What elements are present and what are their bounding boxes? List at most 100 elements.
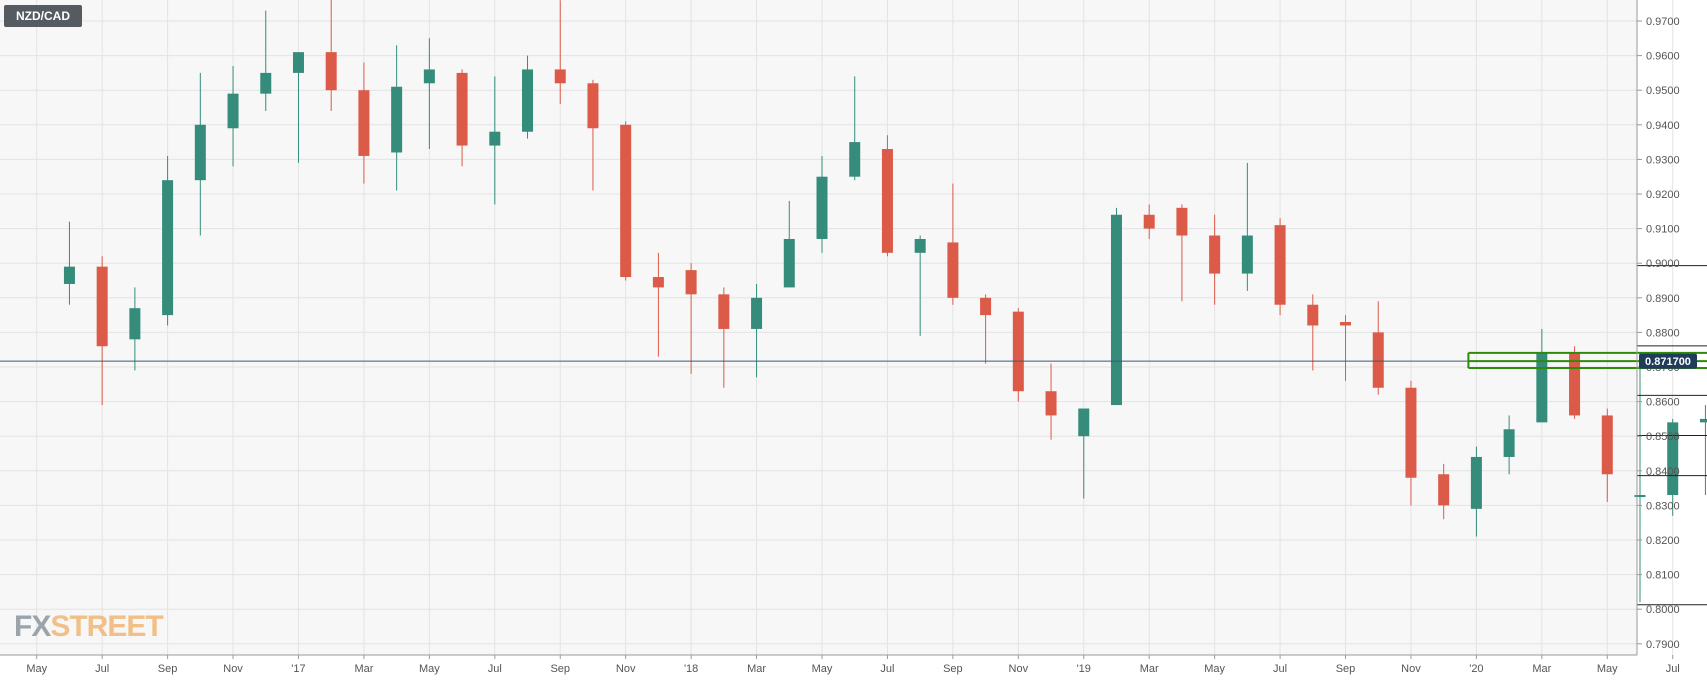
candle-body: [1699, 418, 1707, 423]
candle-body: [358, 90, 370, 156]
y-tick-label: 0.7900: [1646, 639, 1680, 651]
x-tick-label: '19: [1077, 663, 1091, 675]
candle-body: [194, 124, 206, 181]
candle-body: [1536, 353, 1548, 423]
y-tick-label: 0.9300: [1646, 154, 1680, 166]
candle-body: [914, 238, 926, 253]
candle-body: [1307, 304, 1319, 326]
x-tick-label: Sep: [1336, 663, 1356, 675]
x-tick-label: May: [812, 663, 833, 675]
candle-body: [554, 69, 566, 84]
x-tick-label: Nov: [223, 663, 243, 675]
y-tick-label: 0.8600: [1646, 397, 1680, 409]
symbol-badge: NZD/CAD: [4, 5, 82, 27]
candle-body: [260, 72, 272, 94]
x-tick-label: May: [1597, 663, 1618, 675]
x-tick-label: Mar: [354, 663, 373, 675]
candle-body: [292, 52, 304, 73]
y-tick-label: 0.8900: [1646, 293, 1680, 305]
y-tick-label: 0.9000: [1646, 258, 1680, 270]
candle-body: [423, 69, 435, 84]
candle-body: [1503, 429, 1515, 457]
candle-body: [1209, 235, 1221, 274]
x-tick-label: Jul: [1666, 663, 1680, 675]
candle-body: [1634, 495, 1646, 498]
candle-body: [1372, 332, 1384, 388]
candle-body: [1012, 311, 1024, 392]
x-tick-label: Nov: [1009, 663, 1029, 675]
x-tick-label: Jul: [1273, 663, 1287, 675]
y-tick-label: 0.8800: [1646, 327, 1680, 339]
y-tick-label: 0.9700: [1646, 16, 1680, 28]
candles-layer: [63, 0, 1707, 603]
candle-body: [489, 131, 501, 146]
candle-body: [1470, 456, 1482, 509]
candle-body: [783, 238, 795, 288]
current-price-label: 0.871700: [1645, 356, 1691, 368]
y-tick-label: 0.8500: [1646, 431, 1680, 443]
y-tick-label: 0.8300: [1646, 500, 1680, 512]
candle-body: [1078, 408, 1090, 437]
y-tick-label: 0.8100: [1646, 570, 1680, 582]
y-tick-label: 0.8200: [1646, 535, 1680, 547]
candle-body: [96, 266, 108, 347]
candle-body: [1438, 474, 1450, 506]
candle-body: [1143, 214, 1155, 229]
candle-body: [1241, 235, 1253, 274]
candle-body: [1176, 207, 1188, 236]
x-tick-label: Mar: [1532, 663, 1551, 675]
logo-suffix: STREET: [50, 610, 163, 643]
candle-body: [1569, 353, 1581, 416]
y-tick-label: 0.9500: [1646, 85, 1680, 97]
candle-body: [325, 52, 337, 91]
candle-body: [129, 308, 141, 340]
candle-body: [947, 242, 959, 298]
x-tick-label: Jul: [880, 663, 894, 675]
candle-body: [522, 69, 534, 132]
y-tick-label: 0.9400: [1646, 120, 1680, 132]
candle-body: [1110, 214, 1122, 406]
fxstreet-logo: FXSTREET: [14, 610, 164, 643]
x-tick-label: Nov: [616, 663, 636, 675]
candle-body: [980, 297, 992, 316]
candle-body: [685, 270, 697, 295]
candle-body: [881, 149, 893, 253]
y-tick-label: 0.9200: [1646, 189, 1680, 201]
current-price-tag: [1639, 353, 1697, 369]
x-tick-label: Jul: [95, 663, 109, 675]
x-tick-label: Sep: [158, 663, 178, 675]
x-tick-label: Nov: [1401, 663, 1421, 675]
candle-body: [816, 176, 828, 239]
logo-prefix: FX: [14, 610, 51, 643]
candle-body: [587, 83, 599, 129]
x-tick-label: Mar: [747, 663, 766, 675]
x-tick-label: Jul: [488, 663, 502, 675]
candle-body: [1274, 225, 1286, 305]
x-tick-label: May: [419, 663, 440, 675]
x-tick-label: '18: [684, 663, 698, 675]
x-tick-label: Sep: [550, 663, 570, 675]
x-tick-label: '20: [1469, 663, 1483, 675]
y-tick-label: 0.9100: [1646, 224, 1680, 236]
y-tick-label: 0.8400: [1646, 466, 1680, 478]
y-tick-label: 0.8000: [1646, 604, 1680, 616]
candle-body: [1340, 322, 1352, 326]
candle-body: [227, 93, 239, 129]
candle-body: [456, 72, 468, 146]
x-tick-label: Mar: [1140, 663, 1159, 675]
candle-body: [849, 142, 861, 177]
candle-body: [1405, 387, 1417, 478]
candle-body: [1045, 391, 1057, 416]
candle-body: [1601, 415, 1613, 475]
x-tick-label: May: [1204, 663, 1225, 675]
candle-body: [1667, 422, 1679, 496]
candle-body: [162, 180, 174, 316]
candle-body: [718, 294, 730, 329]
y-tick-label: 0.9600: [1646, 51, 1680, 63]
x-tick-label: '17: [291, 663, 305, 675]
x-tick-label: Sep: [943, 663, 963, 675]
candle-body: [620, 124, 632, 278]
